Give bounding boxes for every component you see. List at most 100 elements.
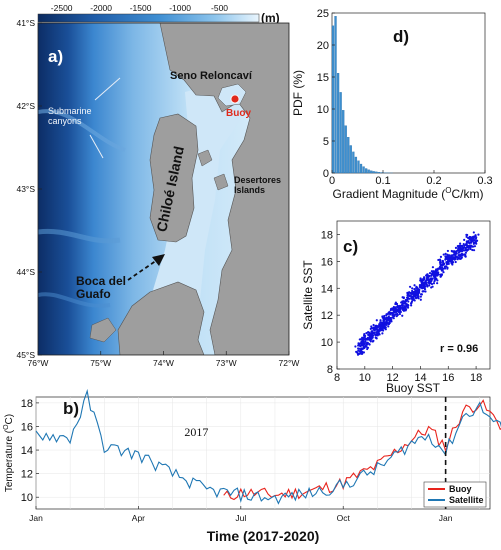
histogram-bar	[344, 125, 347, 174]
colorbar-tick-label: -2000	[90, 3, 112, 13]
year-label: 2017	[184, 425, 208, 439]
scatter-point	[419, 286, 423, 289]
scatter-point	[471, 236, 474, 239]
scatter-point	[399, 308, 402, 311]
scatter-point	[411, 287, 414, 290]
scatter-point	[430, 282, 434, 286]
hist-y-tick-label: 25	[317, 8, 329, 20]
scatter-point	[464, 247, 467, 251]
scatter-point	[462, 243, 465, 246]
scatter-point	[390, 320, 393, 323]
scatter-point	[458, 244, 461, 247]
scatter-point	[408, 297, 411, 300]
scatter-point	[453, 250, 456, 253]
canyon-streak	[38, 228, 121, 244]
ts-x-tick-label: Jan	[29, 513, 43, 523]
scatter-point	[365, 345, 368, 348]
ts-y-tick-label: 10	[21, 492, 33, 504]
colorbar-tick-label: -2500	[51, 3, 73, 13]
scatter-point	[428, 278, 431, 281]
scatter-point	[440, 266, 444, 269]
scatter-point	[446, 249, 450, 253]
scatter-point	[367, 334, 370, 337]
scatter-point	[392, 305, 396, 309]
scatter-point	[377, 332, 380, 335]
scatter-point	[387, 325, 390, 328]
scatter-point	[360, 351, 363, 354]
scatter-point	[422, 290, 425, 293]
colorbar-tick-label: -1000	[169, 3, 191, 13]
scatter-point	[444, 265, 447, 268]
scatter-point	[384, 322, 387, 326]
scatter-point	[400, 301, 403, 304]
scatter-point	[446, 253, 449, 256]
scatter-point	[383, 326, 386, 329]
scatter-point	[409, 291, 413, 295]
scatter-point	[419, 279, 422, 282]
scatter-point	[408, 285, 412, 288]
scatter-point	[398, 304, 402, 308]
scatter-point	[459, 242, 462, 245]
scatter-point	[389, 307, 393, 311]
scatter-point	[445, 263, 449, 266]
scatter-point	[405, 308, 408, 311]
scatter-point	[410, 304, 413, 307]
scatter-point	[433, 270, 436, 273]
series-line-satellite	[35, 388, 501, 505]
scatter-point	[438, 260, 442, 264]
scatter-point	[461, 245, 464, 248]
scatter-point	[412, 293, 415, 296]
scatter-point	[474, 237, 478, 240]
scatter-point	[406, 294, 409, 297]
histogram-bar	[334, 16, 337, 174]
colorbar-unit: (m)	[261, 11, 280, 25]
panel-b-label: b)	[63, 399, 79, 418]
scatter-point	[436, 272, 439, 275]
scatter-point	[360, 340, 363, 343]
hist-y-tick-label: 0	[323, 168, 329, 180]
scatter-y-tick-label: 10	[321, 337, 333, 349]
scatter-point	[456, 244, 459, 248]
scatter-point	[370, 326, 373, 330]
scatter-point	[415, 297, 418, 300]
scatter-point	[366, 341, 369, 344]
scatter-point	[372, 323, 375, 327]
scatter-point	[477, 233, 480, 236]
scatter-point	[403, 307, 406, 310]
scatter-point	[461, 250, 464, 253]
scatter-point	[432, 275, 435, 278]
scatter-point	[364, 337, 367, 340]
scatter-point	[432, 282, 436, 285]
scatter-point	[438, 267, 441, 270]
scatter-point	[375, 336, 378, 340]
histogram-bar	[370, 170, 373, 174]
scatter-point	[424, 280, 427, 283]
scatter-x-tick-label: 14	[414, 372, 426, 384]
histogram-bar	[359, 163, 363, 174]
scatter-point	[461, 254, 464, 257]
scatter-point	[371, 331, 374, 334]
scatter-x-tick-label: 12	[387, 372, 399, 384]
label-seno-reloncavi: Seno Reloncaví	[170, 70, 253, 82]
map-y-tick-label: 42°S	[16, 101, 35, 111]
scatter-point	[463, 238, 466, 241]
map-x-tick-label: 74°W	[153, 358, 174, 368]
hist-y-axis-label: PDF (%)	[291, 70, 305, 116]
series-line-buoy	[223, 399, 501, 501]
panel-d-label: d)	[393, 27, 409, 46]
scatter-point	[426, 285, 429, 288]
ts-y-axis-label: Temperature (OC)	[3, 414, 15, 492]
scatter-point	[388, 318, 391, 322]
histogram-bar	[364, 168, 368, 174]
scatter-point	[391, 313, 394, 316]
scatter-point	[383, 314, 386, 318]
scatter-point	[369, 333, 372, 337]
map-y-tick-label: 41°S	[16, 18, 35, 28]
canyon-arrow	[94, 77, 121, 101]
scatter-point	[442, 253, 445, 256]
scatter-point	[441, 260, 445, 263]
scatter-point	[410, 300, 414, 303]
scatter-point	[436, 282, 439, 285]
panel-a-label: a)	[48, 47, 63, 66]
